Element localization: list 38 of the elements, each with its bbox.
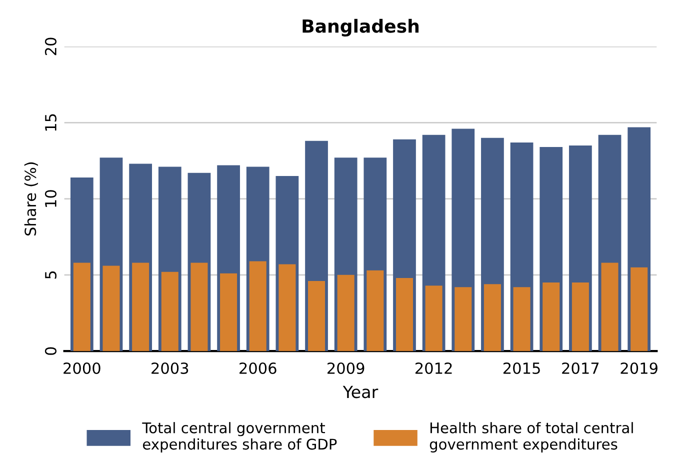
legend-label: Total central government expenditures share of GDP bbox=[142, 422, 337, 453]
bar bbox=[396, 278, 413, 352]
bar bbox=[601, 262, 618, 352]
bar bbox=[484, 284, 501, 352]
bar bbox=[308, 281, 326, 352]
bar bbox=[190, 262, 208, 352]
x-tick-label: 2017 bbox=[562, 362, 599, 374]
y-tick-label: 20 bbox=[44, 38, 56, 56]
x-tick-label: 2012 bbox=[415, 362, 452, 374]
x-axis-title: Year bbox=[342, 386, 378, 398]
bar bbox=[425, 286, 442, 352]
bar bbox=[278, 264, 296, 352]
chart-title: Bangladesh bbox=[302, 18, 419, 37]
x-tick-label: 2000 bbox=[64, 362, 100, 374]
legend-label: Health share of total central government expenditures bbox=[430, 422, 633, 453]
bar bbox=[220, 273, 238, 352]
y-axis-title: Share (%) bbox=[24, 162, 38, 236]
bar bbox=[337, 274, 354, 352]
y-tick-label: 5 bbox=[45, 271, 56, 279]
bar bbox=[572, 282, 589, 352]
bar bbox=[73, 262, 90, 352]
bar bbox=[132, 262, 150, 352]
x-tick-label: 2006 bbox=[240, 362, 276, 374]
bar bbox=[102, 266, 120, 352]
bar bbox=[513, 287, 530, 352]
bar bbox=[249, 261, 266, 352]
x-tick-label: 2003 bbox=[152, 362, 188, 374]
x-tick-label: 2009 bbox=[328, 362, 364, 374]
x-tick-label: 2019 bbox=[620, 362, 658, 374]
bar bbox=[542, 282, 560, 352]
bar bbox=[161, 272, 178, 352]
y-tick-label: 15 bbox=[45, 114, 56, 131]
y-tick-label: 10 bbox=[44, 190, 56, 207]
y-tick-label: 0 bbox=[44, 347, 56, 355]
bar bbox=[454, 287, 472, 352]
bar bbox=[630, 267, 648, 352]
x-tick-label: 2015 bbox=[503, 362, 540, 374]
bar bbox=[366, 270, 384, 352]
